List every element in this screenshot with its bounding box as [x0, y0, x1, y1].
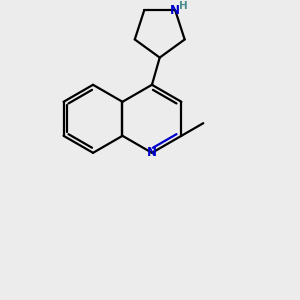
Text: N: N	[147, 146, 157, 159]
Text: N: N	[170, 4, 180, 16]
Text: H: H	[178, 1, 187, 11]
